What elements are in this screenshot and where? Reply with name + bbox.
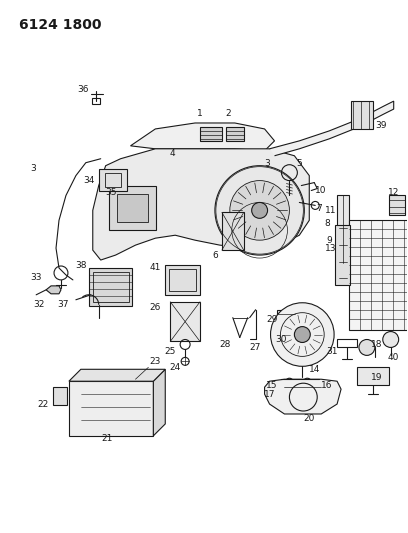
Text: 24: 24 bbox=[170, 363, 181, 372]
Text: 4: 4 bbox=[169, 149, 175, 158]
Bar bbox=[165, 265, 200, 295]
Polygon shape bbox=[46, 286, 61, 294]
Bar bbox=[92, 98, 100, 104]
Polygon shape bbox=[131, 123, 275, 151]
Text: 2: 2 bbox=[225, 109, 231, 118]
Bar bbox=[109, 185, 156, 230]
Circle shape bbox=[215, 166, 304, 255]
Text: 34: 34 bbox=[83, 176, 95, 185]
Text: 1: 1 bbox=[197, 109, 203, 118]
Text: 35: 35 bbox=[105, 188, 116, 197]
Bar bbox=[99, 168, 126, 190]
Text: 6124 1800: 6124 1800 bbox=[19, 18, 102, 31]
Text: 32: 32 bbox=[33, 300, 45, 309]
Bar bbox=[117, 193, 149, 222]
Text: 18: 18 bbox=[371, 340, 383, 349]
Bar bbox=[337, 196, 349, 263]
Bar bbox=[337, 340, 357, 348]
Text: 5: 5 bbox=[297, 159, 302, 168]
Bar bbox=[351, 101, 373, 129]
Bar bbox=[89, 268, 133, 306]
Text: 20: 20 bbox=[304, 415, 315, 423]
Text: 12: 12 bbox=[388, 188, 399, 197]
Text: 26: 26 bbox=[150, 303, 161, 312]
Bar bbox=[222, 212, 244, 250]
Bar bbox=[389, 196, 405, 215]
Text: 13: 13 bbox=[325, 244, 337, 253]
Text: 15: 15 bbox=[266, 381, 277, 390]
Text: 8: 8 bbox=[324, 219, 330, 228]
Text: 27: 27 bbox=[249, 343, 260, 352]
Text: 40: 40 bbox=[388, 353, 399, 362]
Bar bbox=[170, 302, 200, 342]
Bar bbox=[105, 173, 121, 187]
Polygon shape bbox=[153, 369, 165, 436]
Text: 21: 21 bbox=[101, 434, 112, 443]
Text: 14: 14 bbox=[308, 365, 320, 374]
Circle shape bbox=[252, 203, 268, 219]
Text: 28: 28 bbox=[219, 340, 231, 349]
Bar bbox=[53, 387, 67, 405]
Text: 39: 39 bbox=[375, 122, 386, 131]
Text: 19: 19 bbox=[371, 373, 383, 382]
Bar bbox=[349, 220, 408, 329]
Text: 37: 37 bbox=[57, 300, 69, 309]
Circle shape bbox=[383, 332, 399, 348]
Text: 33: 33 bbox=[31, 273, 42, 282]
Text: 22: 22 bbox=[38, 400, 49, 409]
Bar bbox=[277, 310, 295, 324]
Circle shape bbox=[359, 340, 375, 356]
Text: 11: 11 bbox=[325, 206, 337, 215]
Circle shape bbox=[295, 327, 310, 343]
Text: 3: 3 bbox=[30, 164, 36, 173]
Text: 10: 10 bbox=[315, 186, 327, 195]
Text: 36: 36 bbox=[77, 85, 89, 94]
Text: 38: 38 bbox=[75, 261, 86, 270]
Bar bbox=[69, 381, 153, 436]
Bar bbox=[200, 127, 222, 141]
Text: 31: 31 bbox=[326, 347, 338, 356]
Circle shape bbox=[271, 303, 334, 366]
Bar bbox=[357, 367, 389, 385]
Text: 6: 6 bbox=[212, 251, 218, 260]
Polygon shape bbox=[270, 101, 394, 156]
Polygon shape bbox=[69, 369, 165, 381]
Bar bbox=[93, 272, 129, 302]
Bar bbox=[226, 127, 244, 141]
Polygon shape bbox=[264, 379, 341, 414]
Text: 23: 23 bbox=[150, 357, 161, 366]
Text: 30: 30 bbox=[276, 335, 287, 344]
Text: 29: 29 bbox=[267, 315, 278, 324]
Text: 16: 16 bbox=[322, 381, 333, 390]
Bar bbox=[335, 225, 350, 285]
Text: 3: 3 bbox=[265, 159, 271, 168]
Text: 25: 25 bbox=[164, 347, 176, 356]
Text: 7: 7 bbox=[316, 204, 322, 213]
Circle shape bbox=[230, 181, 289, 240]
Text: 41: 41 bbox=[150, 263, 161, 272]
Text: 9: 9 bbox=[326, 236, 332, 245]
Text: 17: 17 bbox=[264, 390, 275, 399]
Bar bbox=[169, 269, 196, 291]
Polygon shape bbox=[93, 149, 309, 260]
